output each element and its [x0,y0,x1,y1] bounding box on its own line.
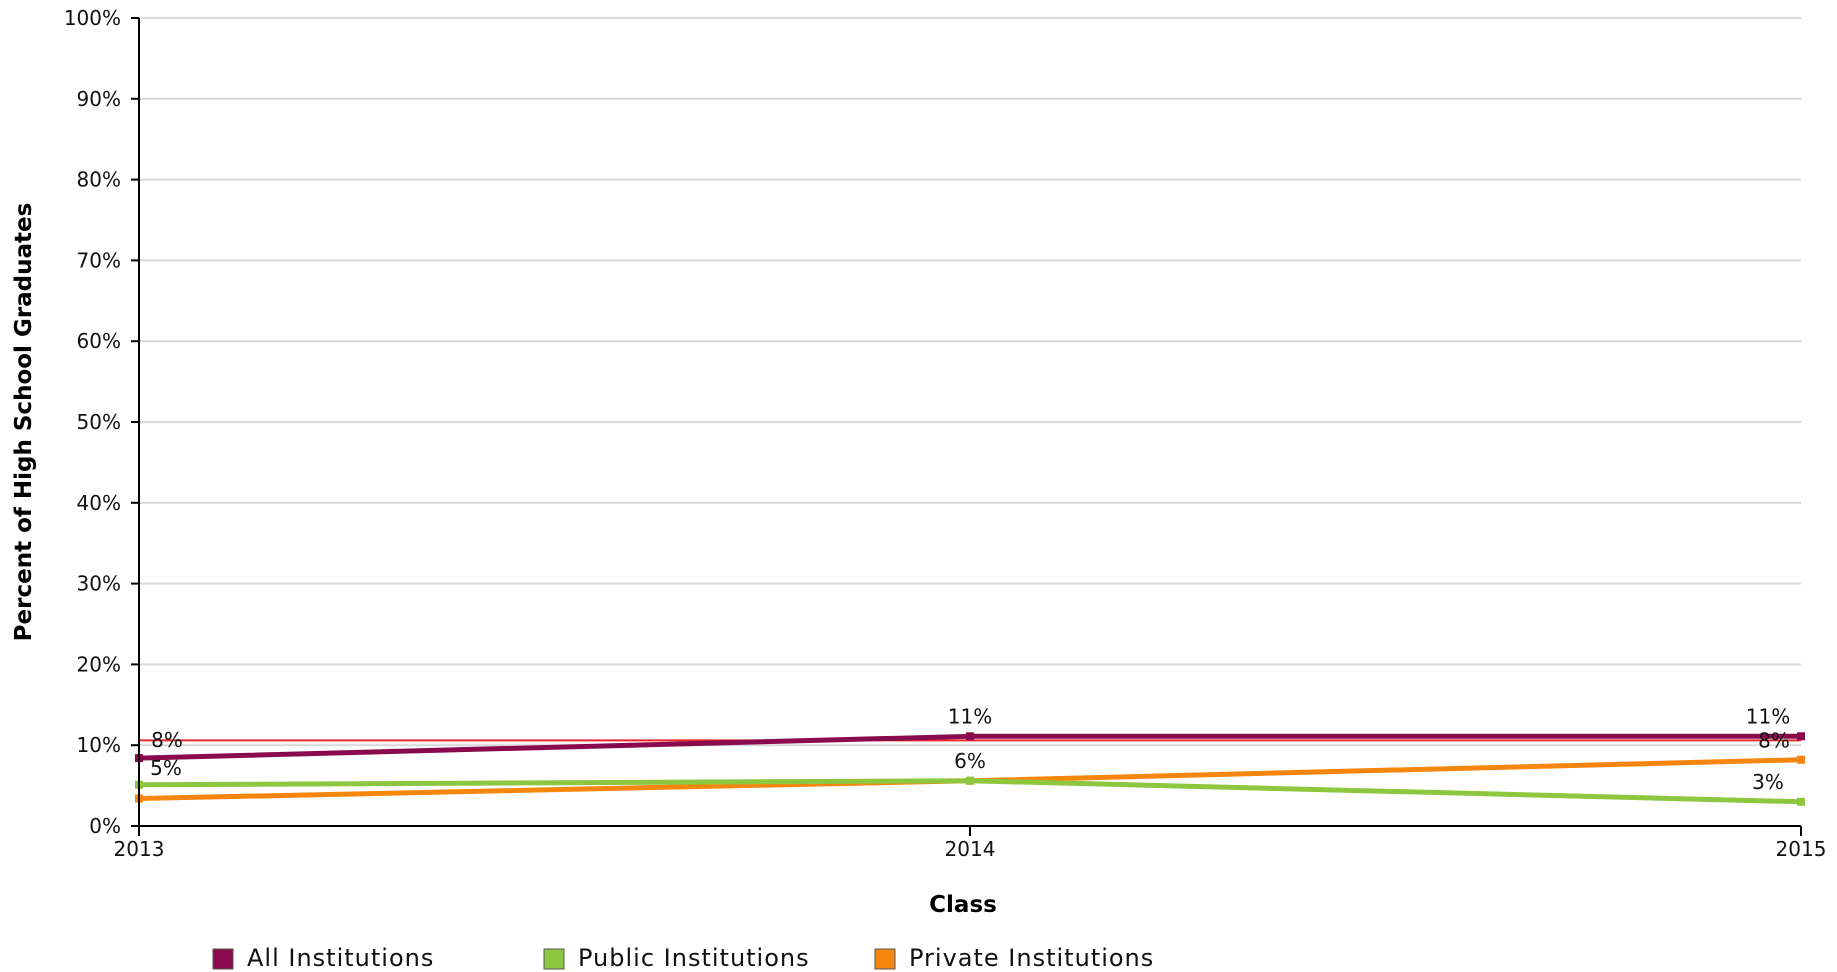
x-tick-label: 2014 [945,837,996,861]
data-label: 8% [1758,729,1790,753]
legend-label: All Institutions [247,944,434,972]
data-label: 8% [151,728,183,752]
legend-swatch [212,948,234,970]
legend-swatch [543,948,565,970]
data-point [1797,732,1805,741]
y-tick-label: 100% [64,6,121,30]
data-point [966,776,974,785]
data-point [1797,797,1805,806]
y-tick-label: 30% [77,572,121,596]
y-tick-label: 60% [77,329,121,353]
legend-item-private-institutions[interactable]: Private Institutions [874,944,1154,972]
y-tick-label: 0% [89,814,121,838]
data-label: 5% [150,756,182,780]
y-tick-label: 40% [77,491,121,515]
grid-lines [139,17,1801,747]
data-label: 6% [954,749,986,773]
axes: 0% 10% 20% 30% 40% 50% 60% 70% 80% 90% 100% 2013 201… [64,6,1827,861]
legend-label: Private Institutions [909,944,1154,972]
legend: All Institutions Public Institutions Priva… [212,944,1154,972]
legend-label: Public Institutions [578,944,810,972]
y-tick-label: 80% [77,168,121,192]
y-tick-label: 70% [77,248,121,272]
data-label: 11% [1746,704,1790,728]
y-axis-title: Percent of High School Graduates [11,203,37,642]
legend-swatch [874,948,896,970]
y-tick-label: 20% [77,652,121,676]
data-label: 3% [1752,770,1784,794]
y-tick-label: 50% [77,410,121,434]
legend-item-public-institutions[interactable]: Public Institutions [543,944,810,972]
x-tick-label: 2013 [114,837,165,861]
legend-item-all-institutions[interactable]: All Institutions [212,944,434,972]
y-tick-label: 10% [77,733,121,757]
y-tick-label: 90% [77,87,121,111]
data-point [1797,755,1805,764]
x-axis-title: Class [929,892,997,918]
x-tick-label: 2015 [1776,837,1827,861]
series-layer [135,732,1805,806]
data-labels: 8%11% 11%5% 6%3%8% [150,704,1790,793]
data-label: 11% [948,704,992,728]
data-point [966,732,974,741]
